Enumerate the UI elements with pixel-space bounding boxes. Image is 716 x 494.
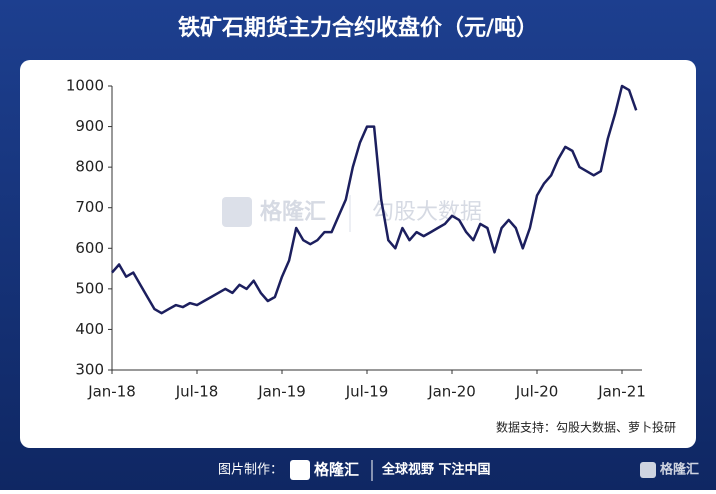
x-tick-label: Jul-19 — [345, 383, 389, 401]
footer-made-by: 图片制作： — [218, 463, 283, 478]
corner-brand: 格隆汇 — [660, 462, 699, 478]
x-tick-label: Jan-21 — [597, 383, 646, 401]
y-tick-label: 900 — [75, 117, 104, 135]
y-tick-label: 300 — [75, 361, 104, 379]
watermark: 格隆汇 勾股大数据 — [222, 195, 482, 232]
footer-logo — [290, 460, 310, 480]
y-tick-label: 500 — [75, 279, 104, 297]
corner-logo — [640, 462, 656, 478]
y-tick-label: 700 — [75, 198, 104, 216]
x-tick-label: Jan-20 — [427, 383, 476, 401]
x-tick-label: Jul-20 — [515, 383, 559, 401]
footer-slogan: 全球视野 下注中国 — [381, 462, 491, 478]
panel — [20, 60, 696, 448]
footer-brand: 格隆汇 — [314, 461, 359, 479]
y-tick-label: 400 — [75, 320, 104, 338]
watermark-partner: 勾股大数据 — [372, 200, 482, 225]
source: 数据支持：勾股大数据、萝卜投研 — [496, 420, 676, 435]
x-tick-label: Jan-19 — [257, 383, 306, 401]
price-line — [111, 84, 638, 315]
watermark-brand: 格隆汇 — [260, 199, 326, 225]
y-tick-label: 1000 — [66, 77, 104, 95]
chart-title: 铁矿石期货主力合约收盘价（元/吨） — [178, 15, 538, 41]
x-tick-label: Jan-18 — [87, 383, 136, 401]
y-tick-label: 800 — [75, 158, 104, 176]
watermark-logo — [222, 197, 252, 227]
y-tick-label: 600 — [75, 239, 104, 257]
x-tick-label: Jul-18 — [175, 383, 219, 401]
